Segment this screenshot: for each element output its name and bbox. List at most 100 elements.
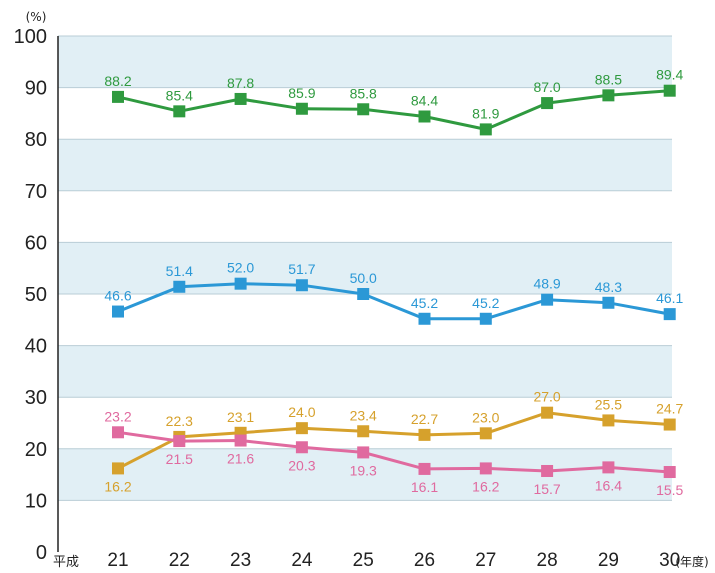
- data-label: 51.4: [166, 263, 193, 279]
- series-4: 23.2 21.5 21.6 20.3 19.3 16.1 16.2 15.7 16.4 15.5: [104, 408, 683, 498]
- data-label: 50.0: [350, 270, 377, 286]
- series-line: [117, 89, 670, 131]
- series-2: 46.6 51.4 52.0 51.7 50.0 45.2 45.2 48.9 48.3 46.1: [104, 260, 684, 325]
- data-label: 45.2: [472, 295, 499, 311]
- y-tick-label: 0: [36, 542, 47, 564]
- data-point-marker: [663, 308, 676, 321]
- data-point-marker: [234, 277, 247, 290]
- data-point-marker: [418, 428, 431, 441]
- series-group: 88.2 85.4 87.8 85.9 85.8 84.4 81.9 87.0 88.5 89.4…: [104, 67, 683, 498]
- data-label: 46.1: [656, 290, 683, 306]
- data-point-marker: [357, 103, 370, 116]
- data-point-marker: [234, 92, 247, 105]
- data-point-marker: [541, 464, 554, 477]
- x-tick-label: 27: [475, 550, 496, 571]
- data-point-marker: [112, 90, 124, 103]
- band-90: [58, 36, 672, 88]
- data-label: 48.9: [533, 276, 560, 292]
- band-30: [58, 345, 672, 398]
- data-label: 85.9: [288, 85, 315, 101]
- y-tick-label: 20: [25, 439, 47, 461]
- y-axis-unit-label: (%): [26, 10, 47, 24]
- data-label: 25.5: [595, 396, 622, 412]
- y-tick-label: 100: [14, 26, 47, 48]
- data-point-marker: [112, 462, 124, 475]
- series-line: [117, 282, 670, 321]
- data-point-marker: [357, 446, 370, 459]
- data-label: 16.2: [104, 478, 131, 494]
- data-label: 16.1: [411, 479, 438, 495]
- x-tick-label: 29: [598, 550, 619, 571]
- data-label: 46.6: [104, 288, 131, 304]
- x-axis-era-label: 平成: [53, 555, 79, 570]
- data-point-marker: [295, 102, 308, 115]
- data-label: 23.1: [227, 409, 254, 425]
- data-point-marker: [357, 425, 370, 438]
- data-point-marker: [112, 305, 124, 318]
- data-label: 85.8: [350, 85, 377, 101]
- y-tick-label: 90: [25, 78, 47, 100]
- data-label: 89.4: [656, 67, 683, 83]
- data-label: 88.5: [595, 71, 622, 87]
- background-bands: [58, 36, 672, 501]
- data-point-marker: [418, 312, 431, 325]
- data-label: 85.4: [166, 87, 193, 103]
- data-label: 15.5: [656, 482, 683, 498]
- data-label: 16.4: [595, 477, 622, 493]
- data-label: 24.7: [656, 401, 683, 417]
- data-label: 48.3: [595, 279, 622, 295]
- data-label: 27.0: [533, 389, 560, 405]
- data-point-marker: [602, 461, 615, 474]
- data-label: 21.5: [166, 451, 193, 467]
- y-tick-label: 50: [25, 284, 47, 306]
- data-label: 22.3: [166, 413, 193, 429]
- data-point-marker: [479, 123, 492, 136]
- data-point-marker: [173, 105, 186, 118]
- data-point-marker: [295, 279, 308, 292]
- data-label: 19.3: [350, 462, 377, 478]
- data-point-marker: [541, 97, 554, 110]
- series-line: [117, 411, 670, 470]
- data-label: 81.9: [472, 105, 499, 121]
- data-label: 23.2: [104, 408, 131, 424]
- x-tick-labels: 21 22 23 24 25 26 27 28 29 30: [107, 550, 680, 571]
- y-tick-labels: 0 10 20 30 40 50 60 70 80 90 100: [14, 26, 47, 564]
- x-tick-label: 23: [230, 550, 251, 571]
- series-3: 16.2 22.3 23.1 24.0 23.4 22.7 23.0 27.0 25.5 24.7: [104, 389, 683, 495]
- y-tick-label: 10: [25, 490, 47, 512]
- data-label: 24.0: [288, 404, 315, 420]
- x-tick-label: 21: [107, 550, 128, 571]
- data-label: 88.2: [104, 73, 131, 89]
- data-point-marker: [295, 441, 308, 454]
- data-label: 23.0: [472, 409, 499, 425]
- data-label: 15.7: [533, 481, 560, 497]
- data-point-marker: [663, 84, 676, 97]
- data-label: 16.2: [472, 478, 499, 494]
- data-point-marker: [663, 418, 676, 431]
- data-point-marker: [479, 462, 492, 475]
- x-tick-label: 22: [169, 550, 190, 571]
- band-70: [58, 139, 672, 191]
- data-point-marker: [602, 414, 615, 427]
- data-point-marker: [173, 435, 186, 448]
- data-point-marker: [541, 293, 554, 306]
- data-label: 87.0: [533, 79, 560, 95]
- data-label: 84.4: [411, 92, 438, 108]
- series-line: [117, 430, 670, 474]
- data-point-marker: [479, 427, 492, 440]
- y-tick-label: 80: [25, 129, 47, 151]
- data-point-marker: [173, 280, 186, 293]
- y-tick-label: 60: [25, 232, 47, 254]
- data-label: 51.7: [288, 261, 315, 277]
- data-point-marker: [541, 406, 554, 419]
- y-tick-label: 40: [25, 336, 47, 358]
- data-point-marker: [602, 296, 615, 309]
- data-label: 22.7: [411, 411, 438, 427]
- data-label: 45.2: [411, 295, 438, 311]
- band-50: [58, 242, 672, 294]
- x-tick-label: 26: [414, 550, 435, 571]
- x-axis-unit-label: (年度): [675, 554, 708, 569]
- x-tick-label: 24: [291, 550, 313, 571]
- data-point-marker: [479, 312, 492, 325]
